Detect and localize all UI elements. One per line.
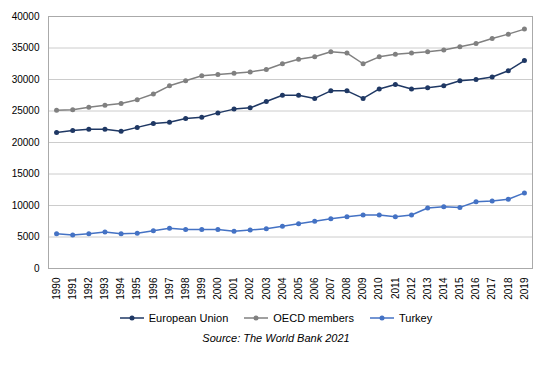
svg-text:2014: 2014: [438, 277, 449, 300]
svg-text:2015: 2015: [454, 277, 465, 300]
svg-text:2017: 2017: [486, 277, 497, 300]
svg-text:2006: 2006: [309, 277, 320, 300]
svg-text:2012: 2012: [406, 277, 417, 300]
svg-text:2008: 2008: [341, 277, 352, 300]
svg-text:2010: 2010: [373, 277, 384, 300]
svg-text:40000: 40000: [12, 11, 40, 22]
html-text:Source: The World Bank 2021: Source: The World Bank 2021: [202, 332, 350, 344]
svg-text:2005: 2005: [293, 277, 304, 300]
svg-text:5000: 5000: [17, 231, 40, 242]
svg-text:2002: 2002: [244, 277, 255, 300]
svg-text:2001: 2001: [228, 277, 239, 300]
svg-text:35000: 35000: [12, 42, 40, 53]
html-text:Turkey: Turkey: [399, 312, 433, 324]
svg-text:2004: 2004: [277, 277, 288, 300]
svg-text:25000: 25000: [12, 105, 40, 116]
html-text:OECD members: OECD members: [273, 312, 354, 324]
svg-text:20000: 20000: [12, 137, 40, 148]
html-text:European Union: European Union: [148, 312, 229, 324]
svg-text:0: 0: [34, 263, 40, 274]
svg-text:2003: 2003: [261, 277, 272, 300]
svg-text:1991: 1991: [67, 277, 78, 300]
svg-text:2009: 2009: [357, 277, 368, 300]
svg-text:1994: 1994: [115, 277, 126, 300]
svg-text:2007: 2007: [325, 277, 336, 300]
svg-text:1998: 1998: [180, 277, 191, 300]
svg-text:2019: 2019: [519, 277, 530, 300]
svg-text:1995: 1995: [131, 277, 142, 300]
svg-text:1993: 1993: [99, 277, 110, 300]
svg-text:2018: 2018: [503, 277, 514, 300]
svg-text:1996: 1996: [148, 277, 159, 300]
svg-text:1997: 1997: [164, 277, 175, 300]
svg-text:1999: 1999: [196, 277, 207, 300]
svg-text:15000: 15000: [12, 168, 40, 179]
svg-text:2016: 2016: [470, 277, 481, 300]
svg-text:1992: 1992: [83, 277, 94, 300]
svg-text:10000: 10000: [12, 200, 40, 211]
svg-text:2011: 2011: [390, 277, 401, 299]
svg-text:2013: 2013: [422, 277, 433, 300]
svg-text:30000: 30000: [12, 74, 40, 85]
svg-text:2000: 2000: [212, 277, 223, 300]
svg-text:1990: 1990: [51, 277, 62, 300]
